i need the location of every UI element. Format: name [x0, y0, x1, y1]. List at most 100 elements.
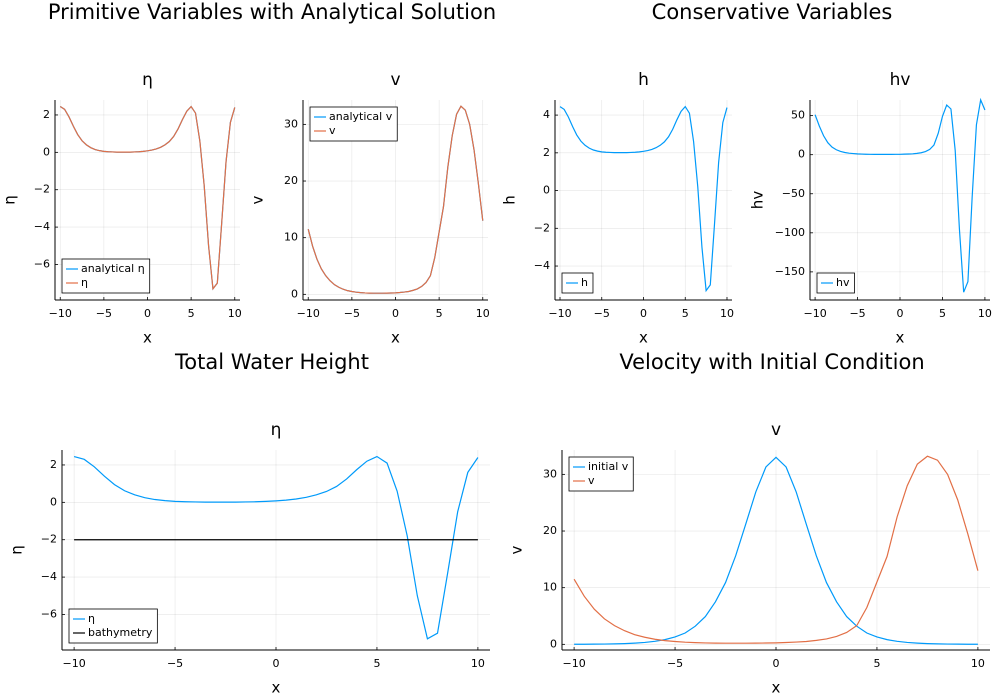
- legend: initial vv: [568, 456, 634, 492]
- legend: h: [561, 272, 594, 294]
- x-tick-label: −5: [344, 307, 360, 320]
- x-tick-label: 0: [897, 307, 904, 320]
- y-tick-label: 2: [543, 146, 550, 159]
- subplot-title: v: [771, 420, 781, 440]
- y-tick-label: −100: [775, 226, 805, 239]
- legend-label: h: [581, 276, 588, 289]
- y-tick-label: −4: [34, 220, 50, 233]
- y-tick-label: 0: [43, 145, 50, 158]
- series-line: [59, 105, 236, 291]
- y-axis-label: hv: [749, 191, 767, 210]
- x-tick-label: 10: [476, 307, 490, 320]
- subplot-title: h: [638, 70, 649, 90]
- legend-frame: [309, 106, 398, 142]
- x-tick-label: 5: [873, 657, 880, 670]
- x-tick-label: −10: [63, 657, 86, 670]
- x-tick-label: 5: [682, 307, 689, 320]
- x-tick-label: −5: [167, 657, 183, 670]
- suptitle: Primitive Variables with Analytical Solu…: [48, 0, 496, 24]
- x-tick-label: 5: [373, 657, 380, 670]
- y-axis-label: η: [8, 545, 26, 555]
- y-tick-label: 2: [43, 108, 50, 121]
- x-tick-label: 10: [978, 307, 992, 320]
- legend-label: η: [88, 612, 95, 625]
- y-tick-label: 10: [284, 231, 298, 244]
- series-line: [73, 455, 479, 640]
- subplot: Velocity with Initial Condition v x v −10 −5 0…: [508, 350, 990, 697]
- y-tick-label: 30: [543, 467, 557, 480]
- x-axis-label: x: [391, 329, 400, 347]
- x-tick-label: 10: [471, 657, 485, 670]
- legend-frame: [568, 456, 634, 492]
- series-line: [559, 105, 728, 293]
- x-tick-label: −10: [548, 307, 571, 320]
- x-tick-label: −10: [563, 657, 586, 670]
- x-tick-label: 0: [144, 307, 151, 320]
- subplot: Primitive Variables with Analytical Solu…: [1, 0, 497, 347]
- x-axis-label: x: [143, 329, 152, 347]
- y-tick-label: 30: [284, 117, 298, 130]
- y-tick-label: 0: [291, 287, 298, 300]
- legend-frame: [68, 608, 158, 644]
- x-tick-label: 10: [720, 307, 734, 320]
- y-axis-label: h: [501, 195, 519, 205]
- suptitle: Velocity with Initial Condition: [619, 350, 924, 374]
- y-tick-label: −6: [34, 257, 50, 270]
- legend-label: analytical η: [81, 262, 145, 275]
- legend-frame: [61, 258, 151, 294]
- series-line: [573, 455, 979, 644]
- y-tick-label: −6: [41, 607, 57, 620]
- x-axis-label: x: [896, 329, 905, 347]
- x-tick-label: −10: [803, 307, 826, 320]
- x-tick-label: 0: [773, 657, 780, 670]
- x-tick-label: −5: [594, 307, 610, 320]
- legend-label: hv: [836, 276, 850, 289]
- y-tick-label: −4: [41, 570, 57, 583]
- legend-label: bathymetry: [88, 626, 153, 639]
- y-tick-label: −2: [41, 533, 57, 546]
- x-tick-label: −5: [96, 307, 112, 320]
- x-tick-label: 10: [228, 307, 242, 320]
- y-tick-label: 20: [284, 174, 298, 187]
- suptitle: Conservative Variables: [652, 0, 893, 24]
- y-tick-label: −4: [534, 259, 550, 272]
- legend: hv: [816, 272, 855, 294]
- y-axis-label: v: [508, 545, 526, 554]
- suptitle: Total Water Height: [174, 350, 369, 374]
- y-tick-label: 20: [543, 524, 557, 537]
- subplot-title: v: [390, 70, 400, 90]
- legend-label: v: [329, 124, 336, 137]
- x-axis-label: x: [772, 679, 781, 697]
- x-tick-label: 10: [971, 657, 985, 670]
- x-tick-label: 0: [273, 657, 280, 670]
- y-tick-label: 0: [543, 184, 550, 197]
- legend: analytical ηη: [61, 258, 151, 294]
- subplot-title: hv: [890, 70, 911, 90]
- x-tick-label: −10: [297, 307, 320, 320]
- x-axis-label: x: [639, 329, 648, 347]
- y-axis-label: η: [1, 195, 19, 205]
- legend-label: initial v: [588, 460, 629, 473]
- legend-label: v: [588, 474, 595, 487]
- series-line: [307, 105, 484, 294]
- x-tick-label: 0: [392, 307, 399, 320]
- y-axis-label: v: [249, 195, 267, 204]
- y-tick-label: 50: [791, 109, 805, 122]
- x-axis-label: x: [272, 679, 281, 697]
- y-tick-label: 0: [550, 637, 557, 650]
- y-tick-label: −150: [775, 265, 805, 278]
- subplot-title: η: [271, 420, 282, 440]
- subplot-title: η: [142, 70, 153, 90]
- y-tick-label: 10: [543, 581, 557, 594]
- x-tick-label: 5: [436, 307, 443, 320]
- x-tick-label: −5: [849, 307, 865, 320]
- y-tick-label: 0: [50, 495, 57, 508]
- series-line: [814, 97, 986, 293]
- y-tick-label: −2: [534, 221, 550, 234]
